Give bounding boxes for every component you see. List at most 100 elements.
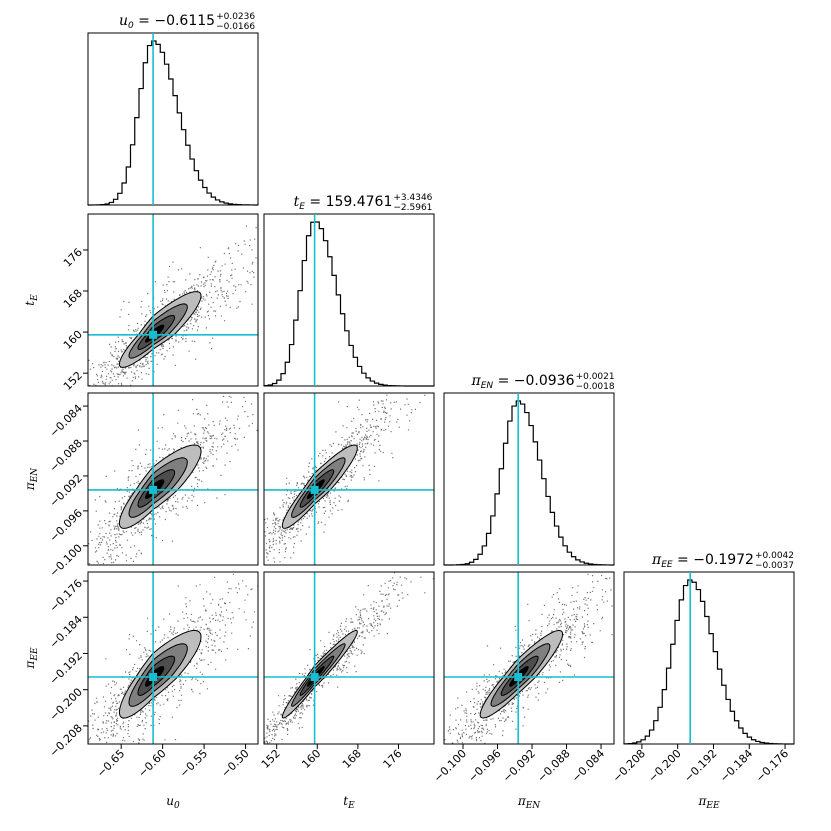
x-axis-tE: 152 160 168 176 tE [259,744,405,811]
panel-frame-piEE-piEN [443,571,615,745]
title-symbol-piEE: π [651,552,662,568]
x-axis-label-sub-u0: 0 [174,801,180,811]
x-tick-label-tE-0: 152 [259,747,283,771]
y-tick-label-piEE-3: −0.184 [47,613,85,651]
histogram-u0 [87,40,259,206]
x-axis-label-sub-piEN: EN [525,801,542,811]
x-tick-label-u0-2: −0.55 [177,747,210,780]
hist-panel-piEE: πEE = −0.1972 +0.0042−0.0037 [623,551,795,745]
title-value-piEE: = −0.1972 [673,552,754,568]
x-tick-label-tE-2: 168 [340,747,364,771]
x-axis-label-sub-piEE: EE [705,801,720,811]
panel-frame-piEE-tE [263,571,435,745]
y-tick-label-piEN-2: −0.092 [47,472,85,510]
y-axis-label-sub-piEE: EE [30,647,40,662]
panel-piEN-vs-tE [263,392,435,566]
title-sub-piEN: EN [481,381,494,391]
title-plus-piEE: +0.0042 [755,551,794,561]
panel-frame-piEE-u0 [87,571,259,745]
x-tick-label-piEN-1: −0.096 [466,747,504,785]
x-tick-label-piEE-0: −0.208 [610,747,648,785]
y-tick-label-piEN-4: −0.084 [47,402,85,440]
title-symbol-piEN: π [471,373,482,389]
panel-frame-piEN-tE [263,392,435,566]
title-minus-piEN: −0.0018 [576,382,615,392]
x-tick-label-piEE-4: −0.176 [753,747,791,785]
panel-piEE-vs-piEN [443,571,615,745]
x-tick-label-u0-1: −0.60 [136,747,169,780]
y-axis-piEN: −0.100−0.096−0.092−0.088−0.084 πEN [23,402,88,580]
panel-piEN-vs-u0 [87,392,259,566]
panel-content-piEN-u0 [88,395,258,565]
panel-tE-vs-u0 [87,213,259,387]
panel-frame-piEN-u0 [87,392,259,566]
y-axis-label-sub-tE: E [30,294,40,302]
hist-panel-u0: u0 = −0.6115 +0.0236−0.0166 [87,12,259,206]
y-axis-label-piEE: πEE [23,647,40,669]
y-tick-label-tE-3: 176 [61,246,85,270]
x-axis-label-tE: tE [343,794,355,811]
x-tick-label-piEN-2: −0.092 [500,747,538,785]
y-tick-label-tE-0: 152 [61,369,85,393]
truth-marker-piEE-u0 [149,673,158,682]
panel-frame-u0 [87,32,259,206]
y-tick-label-piEN-1: −0.096 [47,507,85,545]
x-axis-label-sub-tE: E [347,801,355,811]
x-axis-label-piEE: πEE [697,794,719,811]
truth-marker-piEN-u0 [149,485,158,494]
y-axis-label-sub-piEN: EN [30,467,40,484]
hist-panel-piEN: πEN = −0.0936 +0.0021−0.0018 [443,372,615,566]
y-tick-label-piEE-1: −0.200 [47,685,85,723]
title-sub-piEE: EE [661,560,673,570]
x-tick-label-piEN-3: −0.088 [535,747,573,785]
title-minus-piEE: −0.0037 [755,561,794,571]
y-tick-label-piEN-3: −0.088 [47,437,85,475]
histogram-piEE [623,579,795,745]
title-plus-piEN: +0.0021 [576,372,615,382]
x-tick-label-piEN-4: −0.084 [569,747,607,785]
histogram-tE [263,221,434,387]
y-axis-tE: 152 160 168 176 tE [23,246,88,393]
y-axis-label-piEN: πEN [23,467,40,491]
x-axis-label-piEN: πEN [517,794,541,811]
x-tick-label-tE-3: 176 [381,747,405,771]
y-tick-label-tE-2: 168 [61,287,85,311]
x-tick-label-u0-3: −0.50 [219,747,252,780]
title-piEE: πEE = −0.1972 [651,552,754,570]
truth-marker-tE-u0 [149,330,158,339]
x-tick-label-piEE-3: −0.184 [717,747,755,785]
title-minus-u0: −0.0166 [216,22,255,32]
y-tick-label-tE-1: 160 [61,328,85,352]
panel-frame-tE-u0 [87,213,259,387]
title-sub-u0: 0 [128,21,134,31]
y-tick-label-piEE-2: −0.192 [47,649,85,687]
title-piEN: πEN = −0.0936 [471,373,575,391]
panel-frame-tE [263,213,435,387]
truth-marker-piEE-tE [310,673,319,682]
x-tick-label-u0-0: −0.65 [94,747,127,780]
title-value-piEN: = −0.0936 [493,373,574,389]
title-value-tE: = 159.4761 [305,194,392,210]
panel-frame-piEN [443,392,615,566]
histogram-piEN [443,400,615,566]
x-axis-label-u0: u0 [166,794,180,811]
x-tick-label-tE-1: 160 [299,747,323,771]
y-tick-label-piEE-0: −0.208 [47,722,85,760]
truth-marker-piEN-tE [310,485,319,494]
panel-frame-piEE [623,571,795,745]
y-axis-label-tE: tE [23,294,40,306]
panel-piEE-vs-u0 [87,571,259,745]
title-value-u0: = −0.6115 [134,13,215,29]
title-symbol-u0: u [119,13,128,29]
y-tick-label-piEE-4: −0.176 [47,577,85,615]
truth-marker-piEE-piEN [514,673,523,682]
title-plus-tE: +3.4346 [393,193,432,203]
panel-content-piEN-tE [264,394,426,563]
title-plus-u0: +0.0236 [216,12,255,22]
hist-panel-tE: tE = 159.4761 +3.4346−2.5961 [263,193,435,387]
x-axis-piEE: −0.208−0.200−0.192−0.184−0.176 πEE [610,744,791,811]
y-axis-piEE: −0.208−0.200−0.192−0.184−0.176 πEE [23,577,88,760]
title-u0: u0 = −0.6115 [119,13,215,31]
x-axis-piEN: −0.100−0.096−0.092−0.088−0.084 πEN [431,744,607,811]
x-tick-label-piEE-1: −0.200 [646,747,684,785]
